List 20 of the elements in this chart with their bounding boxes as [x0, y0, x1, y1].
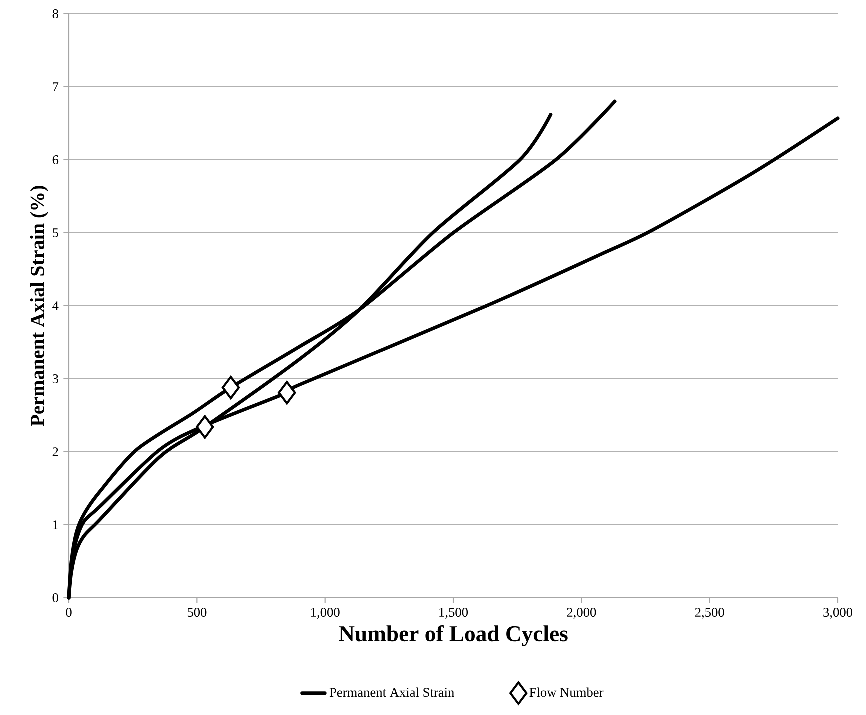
x-axis-title: Number of Load Cycles — [339, 625, 568, 646]
x-tick-label: 2,000 — [567, 608, 596, 619]
x-tick-label: 500 — [188, 608, 207, 618]
y-tick-label: 0 — [52, 594, 58, 602]
y-tick-label: 2 — [52, 448, 58, 456]
x-tick-label: 0 — [66, 608, 72, 618]
y-tick-label: 8 — [52, 10, 58, 19]
x-tick-label: 2,500 — [695, 608, 724, 619]
y-tick-label: 7 — [53, 82, 59, 92]
legend-label: Permanent Axial Strain — [330, 688, 454, 698]
x-tick-label: 3,000 — [824, 608, 853, 619]
y-tick-label: 6 — [52, 156, 59, 164]
y-tick-label: 1 — [53, 520, 58, 530]
x-tick-label: 1,500 — [440, 608, 468, 619]
y-tick-label: 5 — [53, 228, 58, 238]
legend-label: Flow Number — [530, 688, 604, 698]
x-tick-label: 1,000 — [312, 608, 340, 619]
y-tick-label: 3 — [52, 374, 58, 384]
y-tick-label: 4 — [52, 302, 59, 310]
y-axis-title: Permanent Axial Strain (%) — [30, 186, 48, 426]
